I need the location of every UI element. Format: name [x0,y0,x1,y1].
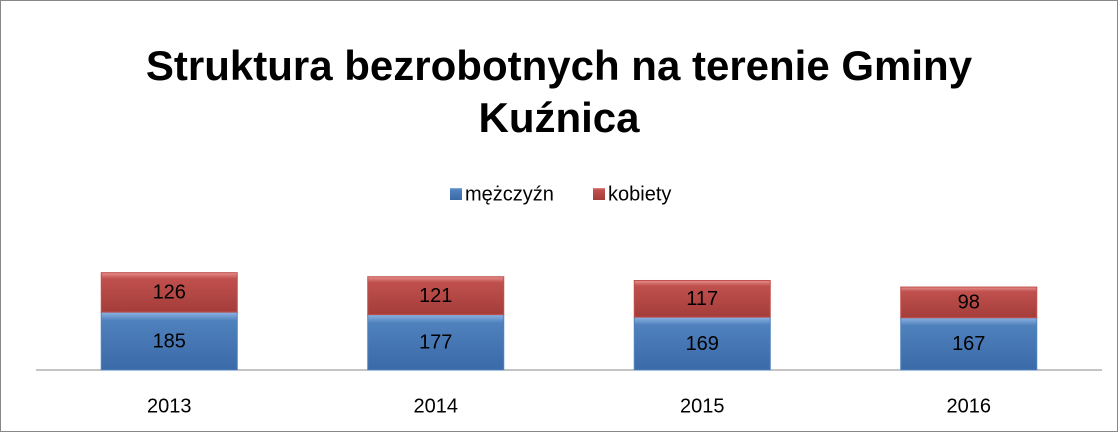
data-label: 126 [153,282,186,304]
data-label: 167 [952,333,985,355]
legend-swatch [593,188,605,200]
x-tick-label: 2014 [414,395,459,417]
x-tick-label: 2015 [680,395,725,417]
bar-segment [900,317,1038,371]
data-label: 121 [419,285,452,307]
data-label: 185 [153,330,186,352]
data-label: 98 [958,292,980,314]
bar-segment [100,272,238,313]
x-tick-label: 2013 [147,395,192,417]
chart-title: Struktura bezrobotnych na terenie Gminy … [145,42,973,141]
bar-segment [367,314,505,371]
bar-segment [633,279,771,318]
bar-segment [367,276,505,316]
data-label: 177 [419,332,452,354]
bar-segment [100,311,238,371]
legend-label: mężczyźn [465,183,554,205]
x-tick-label: 2016 [947,395,992,417]
data-label: 117 [686,288,718,310]
bar-segment [900,286,1038,319]
legend-label: kobiety [608,183,671,205]
bar-segment [633,316,771,371]
legend-swatch [450,188,462,200]
data-label: 169 [686,333,719,355]
